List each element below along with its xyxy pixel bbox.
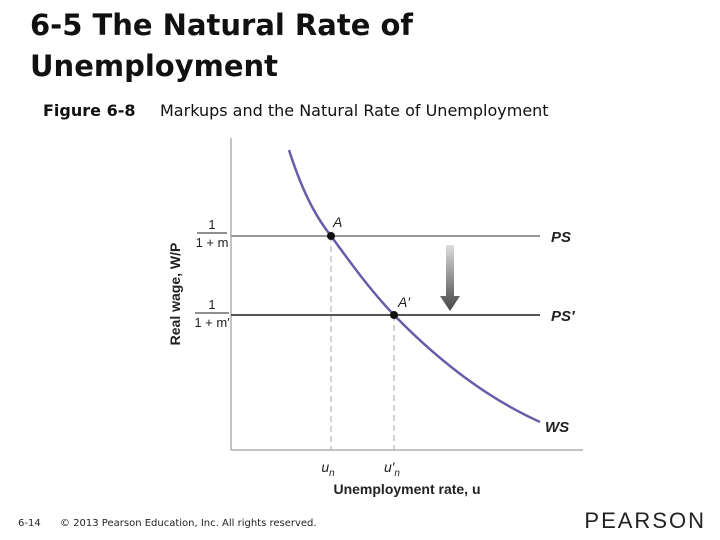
tick-base: u	[321, 459, 329, 475]
title-line: Unemployment	[30, 49, 278, 83]
x-tick-label: u′n	[384, 459, 400, 479]
shift-arrow	[440, 245, 460, 311]
fraction-numerator: 1	[208, 297, 215, 312]
figure-number: Figure 6-8	[43, 101, 135, 120]
curve-label: PS′	[551, 308, 576, 325]
point-label: A′	[397, 294, 411, 310]
tick-sub: n	[394, 468, 400, 479]
title-line: 6-5 The Natural Rate of	[30, 8, 413, 42]
x-axis-label: Unemployment rate, u	[333, 481, 480, 497]
point-label: A	[332, 214, 342, 230]
point	[327, 232, 335, 240]
diagram: A A′ PS PS′ WS 1 1 + m 1 1 + m′ un u′n U…	[167, 138, 583, 497]
x-tick-label: un	[321, 459, 335, 479]
fraction-numerator: 1	[208, 217, 215, 232]
fraction-denominator: 1 + m	[196, 235, 229, 250]
y-axis-label: Real wage, W/P	[167, 243, 183, 346]
curve-label: WS	[545, 419, 569, 436]
tick-base: u′	[384, 459, 396, 475]
page-number: 6-14	[18, 518, 41, 529]
fraction-denominator: 1 + m′	[194, 315, 230, 330]
copyright: © 2013 Pearson Education, Inc. All right…	[60, 518, 317, 529]
tick-sub: n	[329, 468, 335, 479]
figure-caption: Markups and the Natural Rate of Unemploy…	[160, 101, 549, 120]
brand-logo: PEARSON	[584, 508, 706, 533]
curve-label: PS	[551, 229, 571, 246]
point	[390, 311, 398, 319]
ws-curve	[287, 149, 541, 424]
